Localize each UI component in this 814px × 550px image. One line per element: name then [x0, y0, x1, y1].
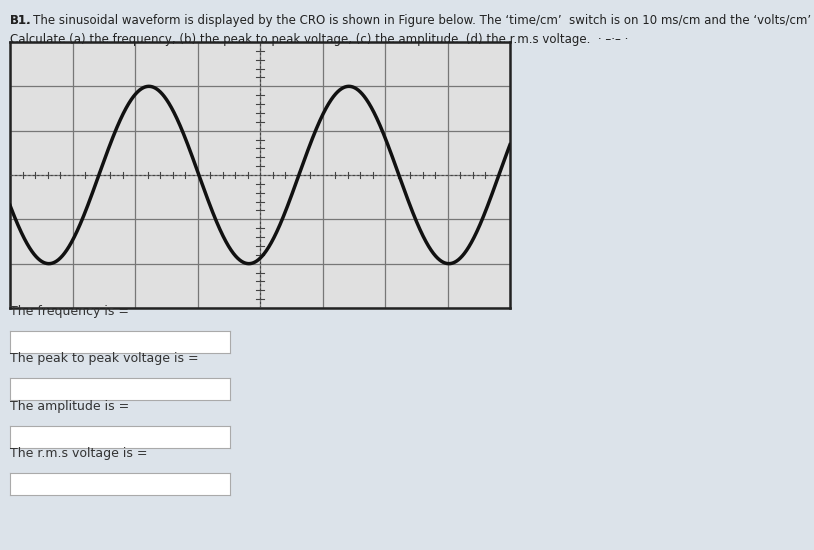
Text: The amplitude is =: The amplitude is =: [10, 400, 129, 413]
Text: Calculate (a) the frequency, (b) the peak to peak voltage, (c) the amplitude  (d: Calculate (a) the frequency, (b) the pea…: [10, 33, 628, 46]
Text: The peak to peak voltage is =: The peak to peak voltage is =: [10, 352, 199, 365]
Text: The r.m.s voltage is =: The r.m.s voltage is =: [10, 447, 147, 460]
Text: The frequency is =: The frequency is =: [10, 305, 129, 318]
Text: B1.: B1.: [10, 14, 32, 27]
Text: B1. The sinusoidal waveform is displayed by the CRO is shown in Figure below. Th: B1. The sinusoidal waveform is displayed…: [10, 14, 814, 27]
